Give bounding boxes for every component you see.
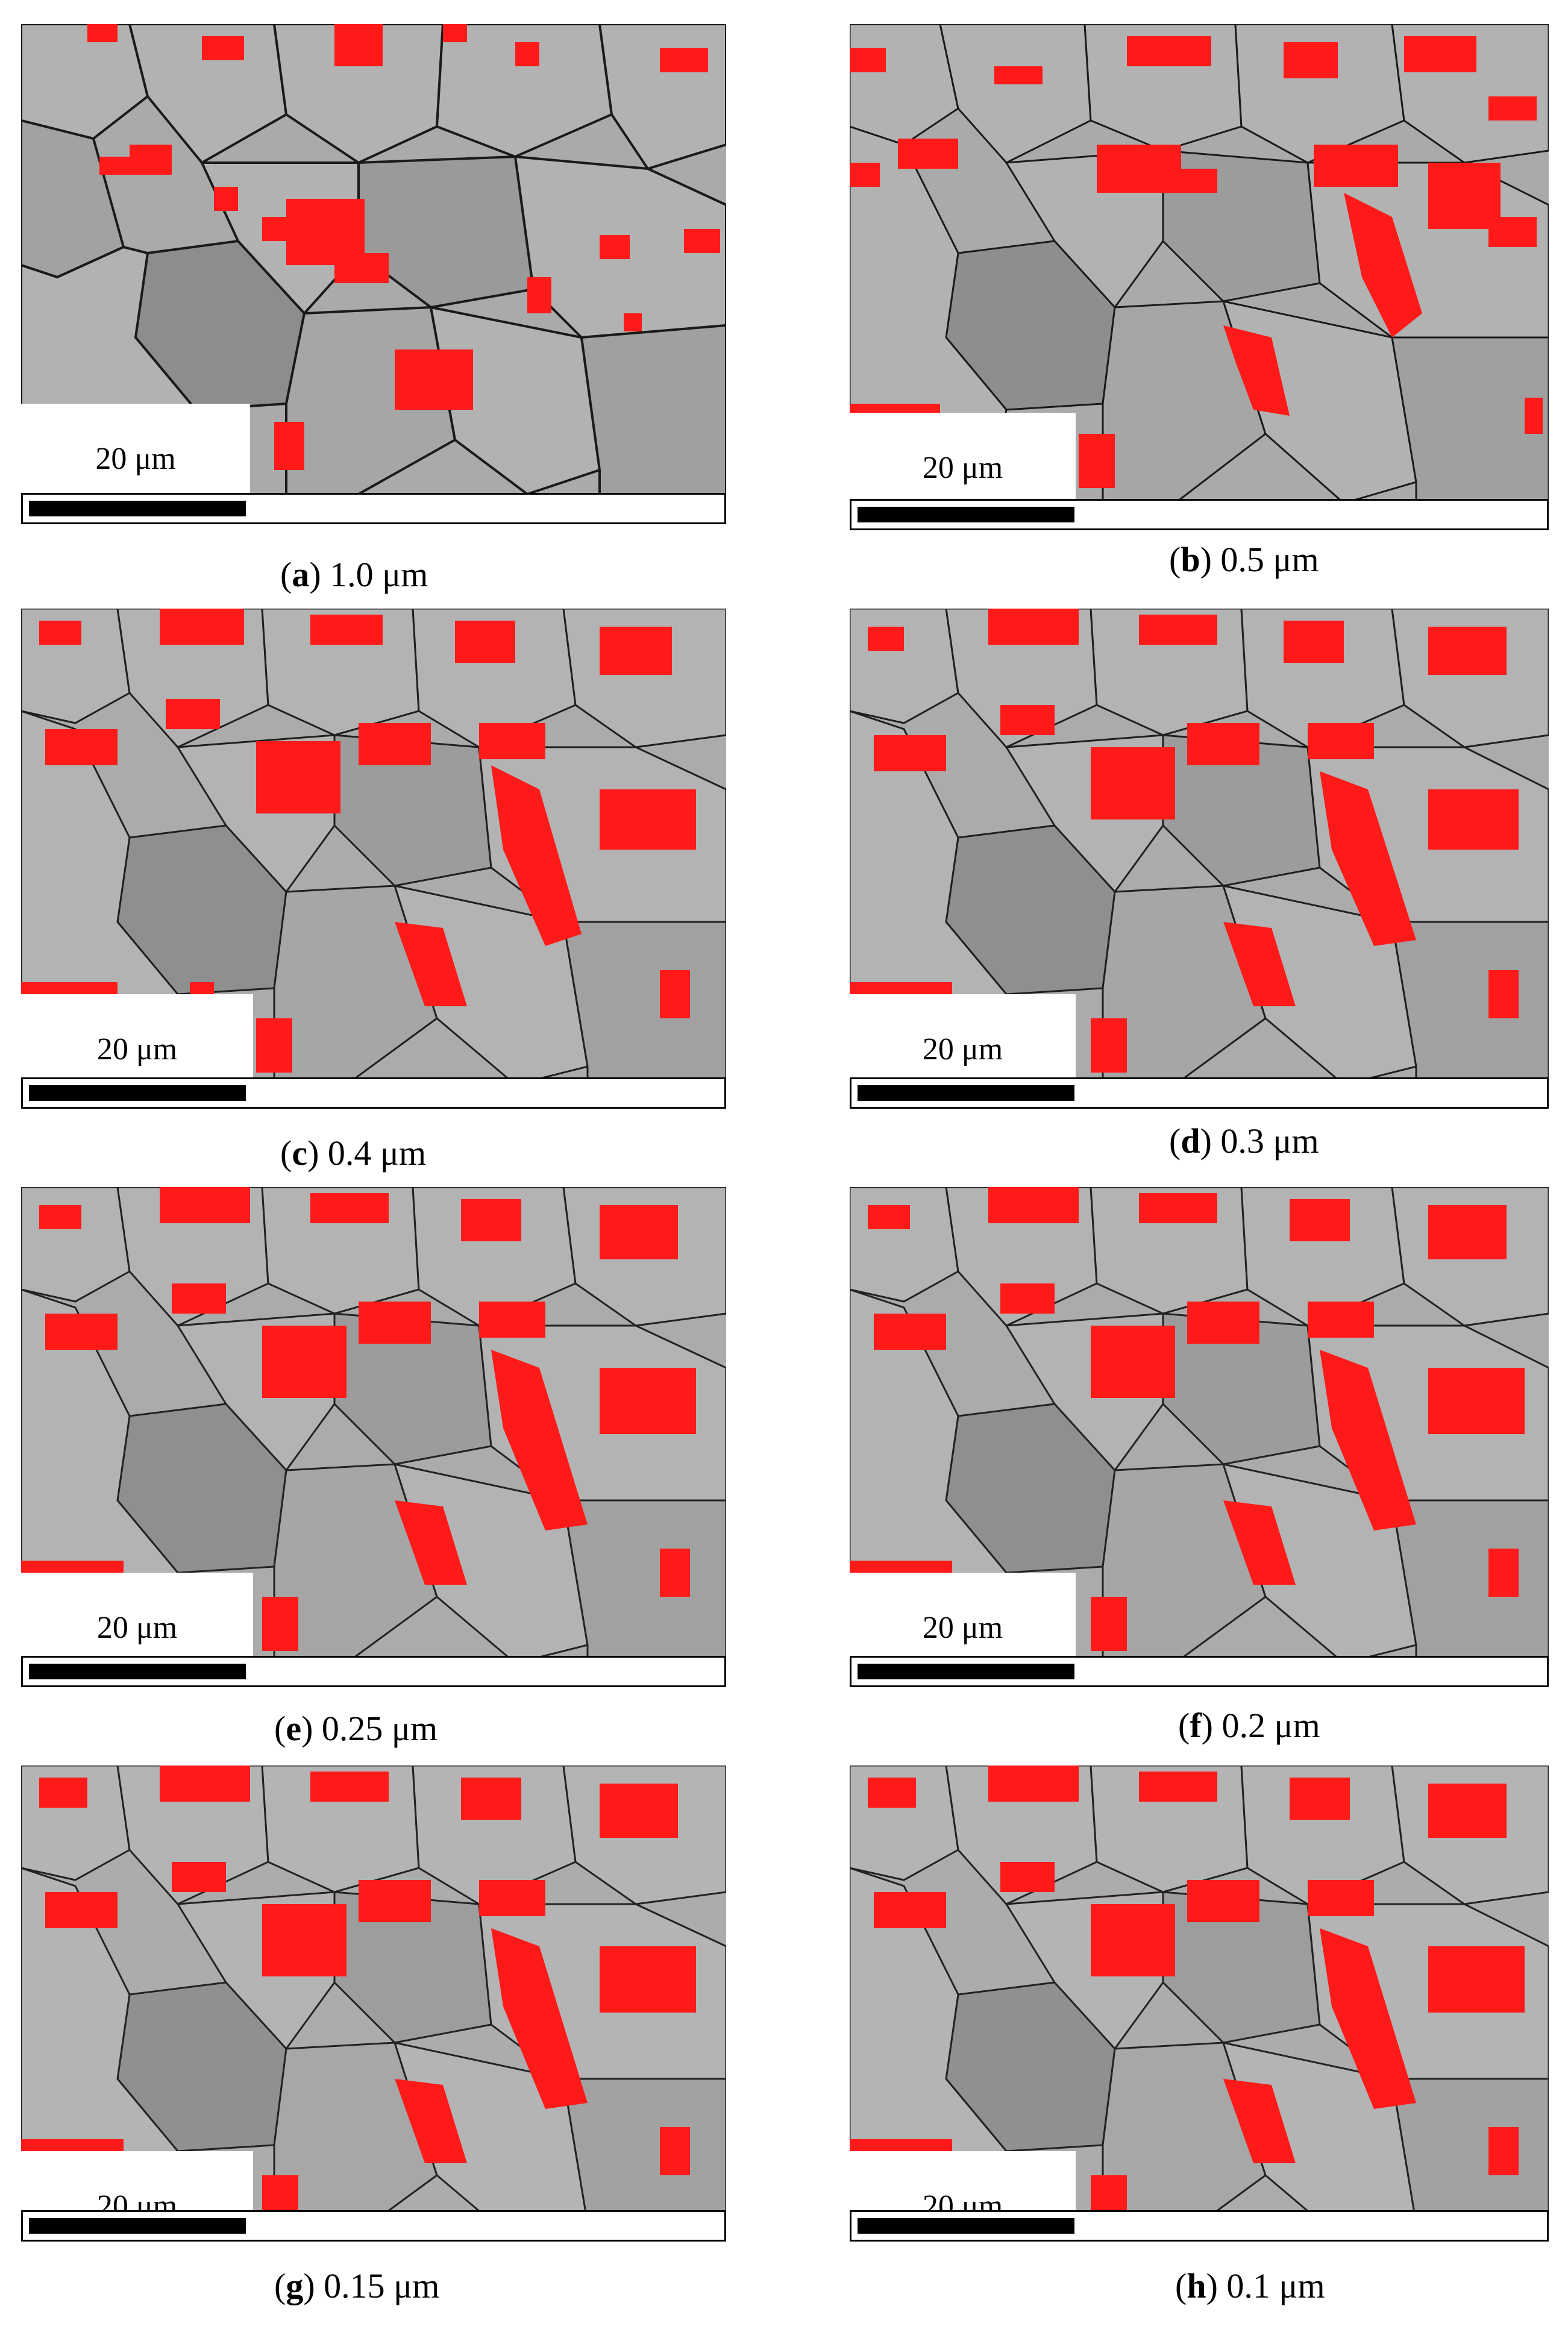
scale-bar <box>858 507 1074 522</box>
panel-caption: (c) 0.4 μm <box>280 1133 427 1173</box>
panel-caption: (e) 0.25 μm <box>274 1709 438 1748</box>
scale-bar-frame <box>21 1077 726 1109</box>
scale-bar-label: 20 μm <box>96 1032 178 1067</box>
scale-bar-box: 20 μm <box>21 404 250 494</box>
microstructure-image <box>850 1766 1549 2242</box>
scale-bar-label: 20 μm <box>95 442 176 476</box>
panel-d: 20 μm (d) 0.3 μm <box>850 609 1549 1161</box>
ebsd-map-e: 20 μm <box>21 1187 726 1663</box>
panel-b: 20 μm (b) 0.5 μm <box>850 24 1549 579</box>
panel-h: 20 μm (h) 0.1 μm <box>850 1766 1549 2308</box>
microstructure-image <box>21 24 726 494</box>
scale-bar <box>29 2218 246 2234</box>
ebsd-map-f: 20 μm <box>850 1187 1549 1663</box>
panel-caption: (b) 0.5 μm <box>1169 540 1319 579</box>
panel-g: 20 μm (g) 0.15 μm <box>21 1766 726 2308</box>
panel-caption: (f) 0.2 μm <box>1178 1706 1320 1745</box>
ebsd-map-b: 20 μm <box>850 24 1549 503</box>
scale-bar-box: 20 μm <box>850 994 1076 1085</box>
scale-bar-label: 20 μm <box>922 1032 1003 1067</box>
scale-bar-frame <box>21 2210 726 2242</box>
panel-e: 20 μm (e) 0.25 μm <box>21 1187 726 1748</box>
microstructure-image <box>21 1187 726 1663</box>
scale-bar-frame <box>21 493 726 524</box>
scale-bar-label: 20 μm <box>922 451 1003 485</box>
scale-bar-box: 20 μm <box>21 994 253 1085</box>
panel-caption: (g) 0.15 μm <box>274 2266 440 2305</box>
scale-bar-frame <box>850 1077 1549 1109</box>
ebsd-map-a: 20 μm <box>21 24 726 494</box>
panel-a: 20 μm (a) 1.0 μm <box>21 24 726 594</box>
panel-caption: (h) 0.1 μm <box>1175 2266 1325 2305</box>
panel-caption: (a) 1.0 μm <box>280 555 428 594</box>
scale-bar <box>29 501 246 516</box>
ebsd-map-d: 20 μm <box>850 609 1549 1085</box>
ebsd-map-h: 20 μm <box>850 1766 1549 2242</box>
panel-c: 20 μm (c) 0.4 μm <box>21 609 726 1173</box>
scale-bar <box>858 1085 1074 1101</box>
microstructure-image <box>21 1766 726 2242</box>
scale-bar-frame <box>21 1656 726 1687</box>
scale-bar <box>29 1085 246 1101</box>
scale-bar-frame <box>850 499 1549 530</box>
scale-bar <box>858 2218 1074 2234</box>
scale-bar-box: 20 μm <box>850 413 1076 503</box>
scale-bar-frame <box>850 1656 1549 1687</box>
microstructure-image <box>850 609 1549 1085</box>
scale-bar-box: 20 μm <box>21 1573 253 1663</box>
scale-bar-frame <box>850 2210 1549 2242</box>
panel-f: 20 μm (f) 0.2 μm <box>850 1187 1549 1745</box>
ebsd-map-g: 20 μm <box>21 1766 726 2242</box>
scale-bar-label: 20 μm <box>96 1611 178 1645</box>
microstructure-image <box>21 609 726 1085</box>
scale-bar <box>858 1664 1074 1679</box>
panel-caption: (d) 0.3 μm <box>1169 1121 1319 1161</box>
ebsd-map-c: 20 μm <box>21 609 726 1085</box>
scale-bar <box>29 1664 246 1679</box>
scale-bar-label: 20 μm <box>922 1611 1003 1645</box>
scale-bar-box: 20 μm <box>850 1573 1076 1663</box>
